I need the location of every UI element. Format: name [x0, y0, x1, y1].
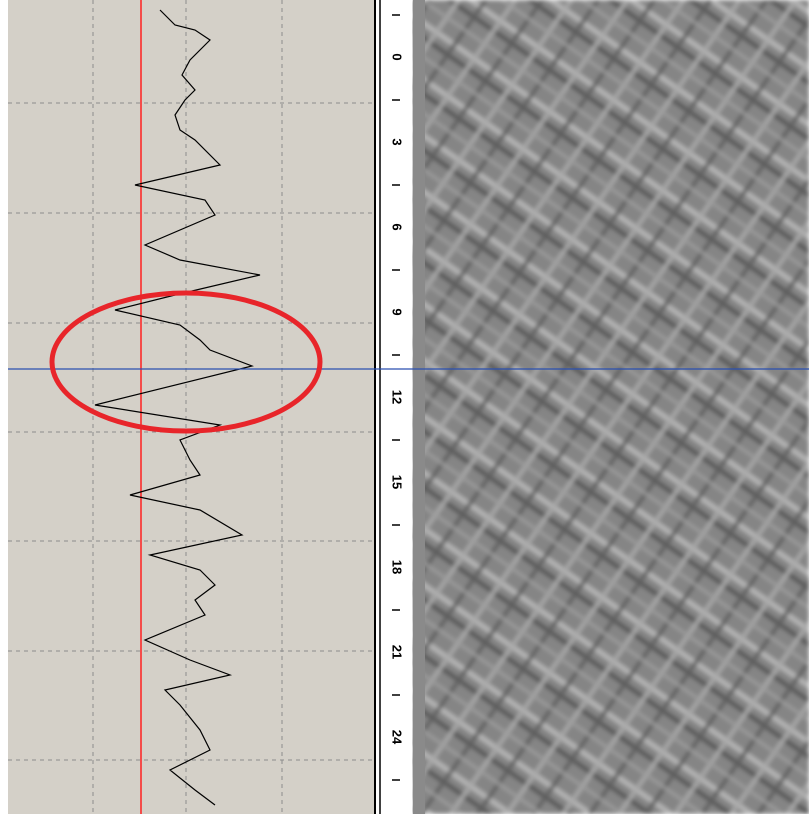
- radargram-image: [413, 0, 809, 814]
- scale-label: 12: [390, 390, 405, 404]
- image-edge: [413, 0, 425, 814]
- scale-label: 15: [390, 475, 405, 489]
- scale-label: 3: [390, 138, 405, 145]
- scale-label: 9: [390, 308, 405, 315]
- trace-panel: [8, 0, 374, 814]
- scale-label: 6: [390, 223, 405, 230]
- page: 03691215182124 (() => { const data = JSO…: [0, 0, 809, 814]
- scale-label: 18: [390, 560, 405, 574]
- scale-label: 24: [390, 730, 405, 745]
- scale-label: 0: [390, 53, 405, 60]
- depth-scale: [380, 0, 412, 814]
- trace-viewer: 0 3 6 9 12 15 18 21 24: [0, 0, 809, 814]
- scale-label: 21: [390, 645, 405, 659]
